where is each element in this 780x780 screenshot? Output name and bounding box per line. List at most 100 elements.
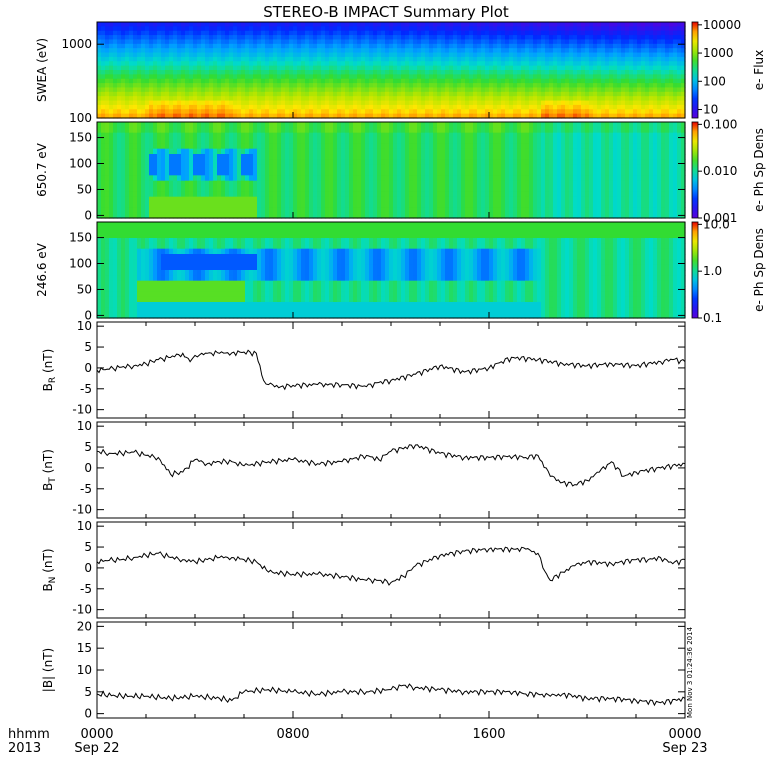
heatmap-cell <box>437 191 442 198</box>
heatmap-cell <box>137 70 142 75</box>
heatmap-cell <box>349 78 354 84</box>
heatmap-cell <box>129 52 134 58</box>
heatmap-cell <box>505 83 510 89</box>
heatmap-cell <box>609 83 614 89</box>
heatmap-cell <box>173 100 178 106</box>
heatmap-cell <box>125 122 130 128</box>
heatmap-cell <box>597 56 602 62</box>
heatmap-cell <box>393 170 398 176</box>
heatmap-cell <box>457 48 462 54</box>
heatmap-cell <box>489 70 494 75</box>
heatmap-cell <box>305 74 310 80</box>
heatmap-cell <box>301 96 306 102</box>
heatmap-cell <box>109 202 114 208</box>
heatmap-cell <box>305 96 310 102</box>
heatmap-cell <box>113 191 118 198</box>
heatmap-cell <box>341 22 346 27</box>
heatmap-cell <box>309 26 314 32</box>
heatmap-cell <box>121 35 126 41</box>
heatmap-cell <box>181 104 186 110</box>
heatmap-cell <box>413 180 418 187</box>
heatmap-cell <box>105 175 110 182</box>
heatmap-cell <box>473 56 478 62</box>
heatmap-cell <box>221 43 226 49</box>
heatmap-cell <box>513 83 518 89</box>
heatmap-cell <box>673 96 678 102</box>
heatmap-cell <box>229 122 234 128</box>
heatmap-cell <box>409 83 414 89</box>
heatmap-cell <box>533 87 538 93</box>
heatmap-cell <box>229 191 234 198</box>
heatmap-cell <box>649 35 654 41</box>
heatmap-cell <box>401 22 406 27</box>
heatmap-cell <box>297 175 302 182</box>
heatmap-cell <box>253 138 258 144</box>
heatmap-cell <box>377 180 382 187</box>
heatmap-cell <box>313 78 318 84</box>
heatmap-cell <box>117 132 122 139</box>
heatmap-cell <box>233 154 238 160</box>
heatmap-cell <box>221 70 226 75</box>
heatmap-cell <box>441 26 446 32</box>
heatmap-cell <box>113 132 118 139</box>
heatmap-cell <box>101 170 106 176</box>
heatmap-cell <box>609 100 614 106</box>
heatmap-cell <box>217 113 222 119</box>
heatmap-cell <box>397 109 402 115</box>
heatmap-cell <box>493 113 498 119</box>
heatmap-cell <box>349 127 354 134</box>
heatmap-cell <box>101 22 106 27</box>
heatmap-cell <box>461 180 466 187</box>
heatmap-cell <box>105 154 110 160</box>
heatmap-cell <box>325 22 330 27</box>
heatmap-cell <box>409 170 414 176</box>
heatmap-cell <box>481 70 486 75</box>
heatmap-cell <box>649 100 654 106</box>
heatmap-cell <box>205 113 210 119</box>
heatmap-cell <box>361 132 366 139</box>
heatmap-cell <box>233 138 238 144</box>
heatmap-cell <box>485 30 490 36</box>
heatmap-cell <box>297 78 302 84</box>
heatmap-cell <box>181 154 186 160</box>
heatmap-cell <box>449 202 454 208</box>
heatmap-cell <box>161 30 166 36</box>
heatmap-cell <box>293 87 298 93</box>
heatmap-cell <box>329 122 334 128</box>
heatmap-cell <box>161 175 166 182</box>
heatmap-cell <box>365 132 370 139</box>
heatmap-cell <box>565 61 570 67</box>
heatmap-cell <box>533 39 538 45</box>
heatmap-cell <box>485 61 490 67</box>
heatmap-cell <box>301 39 306 45</box>
heatmap-cell <box>369 191 374 198</box>
heatmap-cell <box>269 196 274 203</box>
heatmap-cell <box>349 143 354 150</box>
heatmap-cell <box>193 48 198 54</box>
heatmap-cell <box>609 104 614 110</box>
heatmap-cell <box>489 104 494 110</box>
heatmap-cell <box>193 22 198 27</box>
heatmap-cell <box>517 48 522 54</box>
heatmap-cell <box>229 148 234 155</box>
heatmap-cell <box>341 65 346 71</box>
heatmap-cell <box>389 48 394 54</box>
heatmap-cell <box>461 39 466 45</box>
heatmap-cell <box>133 96 138 102</box>
heatmap-cell <box>189 65 194 71</box>
heatmap-cell <box>105 96 110 102</box>
heatmap-cell <box>145 48 150 54</box>
heatmap-cell <box>477 138 482 144</box>
heatmap-cell <box>257 70 262 75</box>
heatmap-cell <box>117 159 122 166</box>
heatmap-cell <box>661 100 666 106</box>
heatmap-cell <box>521 113 526 119</box>
heatmap-cell <box>129 175 134 182</box>
heatmap-cell <box>489 78 494 84</box>
heatmap-cell <box>229 207 234 214</box>
heatmap-cell <box>209 96 214 102</box>
heatmap-cell <box>445 180 450 187</box>
heatmap-cell <box>653 43 658 49</box>
heatmap-cell <box>437 83 442 89</box>
heatmap-cell <box>417 159 422 166</box>
